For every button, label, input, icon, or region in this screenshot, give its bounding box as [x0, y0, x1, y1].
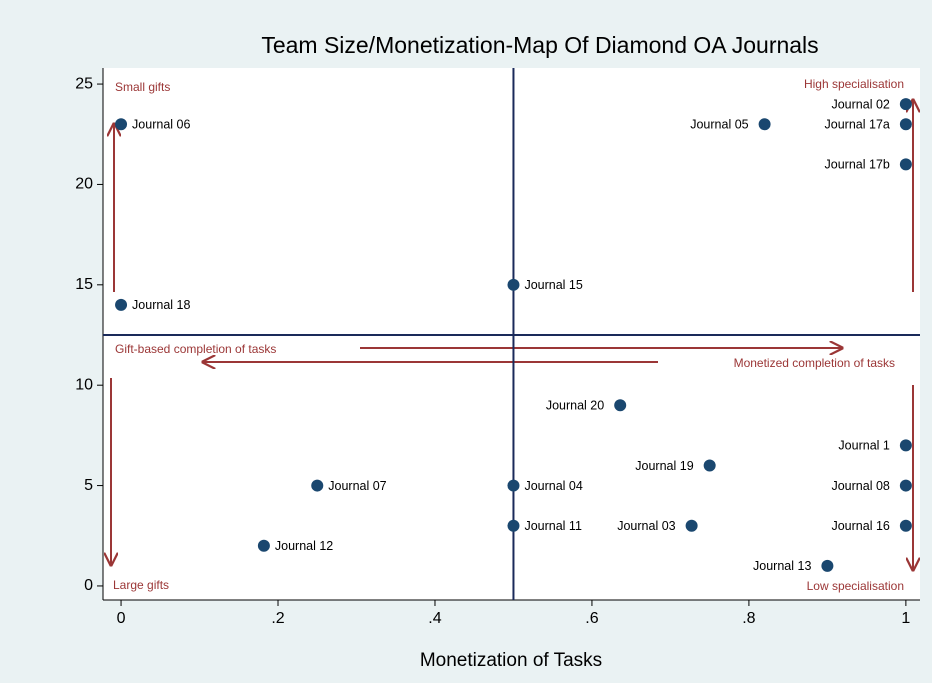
point-label: Journal 17b	[825, 158, 890, 172]
point	[257, 539, 270, 552]
point-label: Journal 02	[831, 97, 889, 111]
x-tick-label: .4	[428, 610, 441, 627]
point	[507, 479, 520, 492]
point-label: Journal 12	[275, 539, 333, 553]
x-tick-label: 1	[901, 610, 910, 627]
point-label: Journal 03	[617, 519, 675, 533]
point-label: Journal 17a	[825, 118, 890, 132]
point-label: Journal 15	[524, 278, 582, 292]
y-tick-label: 5	[84, 477, 93, 494]
point	[614, 399, 627, 412]
annotation: Gift-based completion of tasks	[115, 342, 276, 356]
y-tick-label: 20	[75, 176, 93, 193]
y-tick-label: 25	[75, 75, 93, 92]
point-label: Journal 20	[546, 399, 604, 413]
annotation: Monetized completion of tasks	[734, 356, 895, 370]
point	[758, 118, 771, 131]
point	[685, 519, 698, 532]
point-label: Journal 05	[690, 118, 748, 132]
point-label: Journal 08	[831, 479, 889, 493]
chart-title: Team Size/Monetization-Map Of Diamond OA…	[261, 32, 818, 58]
annotation: Large gifts	[113, 578, 169, 592]
point	[821, 559, 834, 572]
point-label: Journal 11	[524, 519, 581, 533]
plot-area	[103, 68, 920, 600]
point	[899, 519, 912, 532]
annotation: High specialisation	[804, 77, 904, 91]
point-label: Journal 13	[753, 559, 811, 573]
point	[899, 479, 912, 492]
point	[507, 519, 520, 532]
point	[115, 298, 128, 311]
point	[899, 439, 912, 452]
point-label: Journal 19	[635, 459, 693, 473]
point-label: Journal 1	[838, 439, 889, 453]
point-label: Journal 04	[524, 479, 582, 493]
annotation: Small gifts	[115, 80, 170, 94]
point	[311, 479, 324, 492]
annotation: Low specialisation	[807, 579, 904, 593]
x-axis-label: Monetization of Tasks	[420, 650, 602, 671]
point	[899, 158, 912, 171]
y-tick-label: 0	[84, 577, 93, 594]
x-tick-label: .8	[742, 610, 755, 627]
point	[115, 118, 128, 131]
point-label: Journal 18	[132, 298, 190, 312]
point	[507, 278, 520, 291]
point	[703, 459, 716, 472]
arrows	[111, 100, 913, 570]
x-tick-label: .6	[585, 610, 598, 627]
point	[899, 118, 912, 131]
point-label: Journal 06	[132, 118, 190, 132]
y-tick-label: 15	[75, 276, 93, 293]
x-tick-label: .2	[271, 610, 284, 627]
y-tick-label: 10	[75, 376, 93, 393]
point-label: Journal 16	[831, 519, 889, 533]
point-label: Journal 07	[328, 479, 386, 493]
point	[899, 98, 912, 111]
x-tick-label: 0	[117, 610, 126, 627]
